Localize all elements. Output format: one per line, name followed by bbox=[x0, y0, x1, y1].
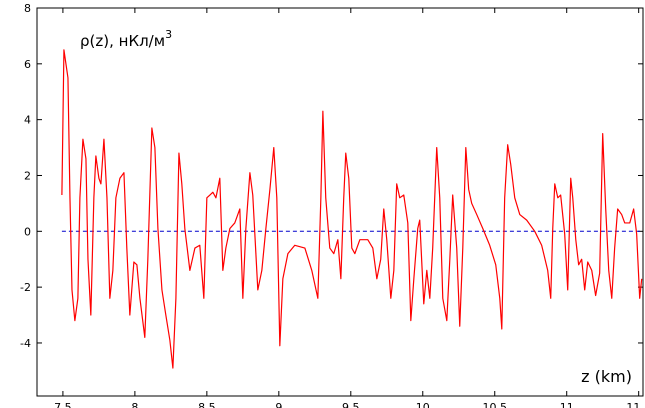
x-tick-label: 11.5 bbox=[626, 401, 645, 408]
data-line bbox=[61, 49, 643, 369]
y-tick-label: -4 bbox=[20, 337, 31, 350]
x-axis-label: z (km) bbox=[581, 367, 632, 386]
y-label-sup: 3 bbox=[165, 28, 172, 41]
y-tick-label: -2 bbox=[20, 281, 31, 294]
y-axis-label: ρ(z), нКл/м3 bbox=[80, 28, 172, 50]
x-tick-label: 8.5 bbox=[198, 401, 216, 408]
y-label-main: ρ(z), нКл/м bbox=[80, 32, 165, 50]
y-tick-label: 0 bbox=[24, 225, 31, 238]
plot-frame bbox=[36, 7, 644, 397]
x-tick-label: 10.5 bbox=[482, 401, 507, 408]
x-tick-label: 11 bbox=[560, 401, 574, 408]
y-tick-label: 8 bbox=[24, 2, 31, 15]
x-tick-label: 7.5 bbox=[54, 401, 72, 408]
y-tick-label: 6 bbox=[24, 58, 31, 71]
x-tick-label: 9 bbox=[275, 401, 282, 408]
x-tick-label: 8 bbox=[131, 401, 138, 408]
x-tick-label: 9.5 bbox=[342, 401, 360, 408]
x-tick-label: 10 bbox=[416, 401, 430, 408]
y-tick-label: 4 bbox=[24, 114, 31, 127]
y-tick-label: 2 bbox=[24, 169, 31, 182]
